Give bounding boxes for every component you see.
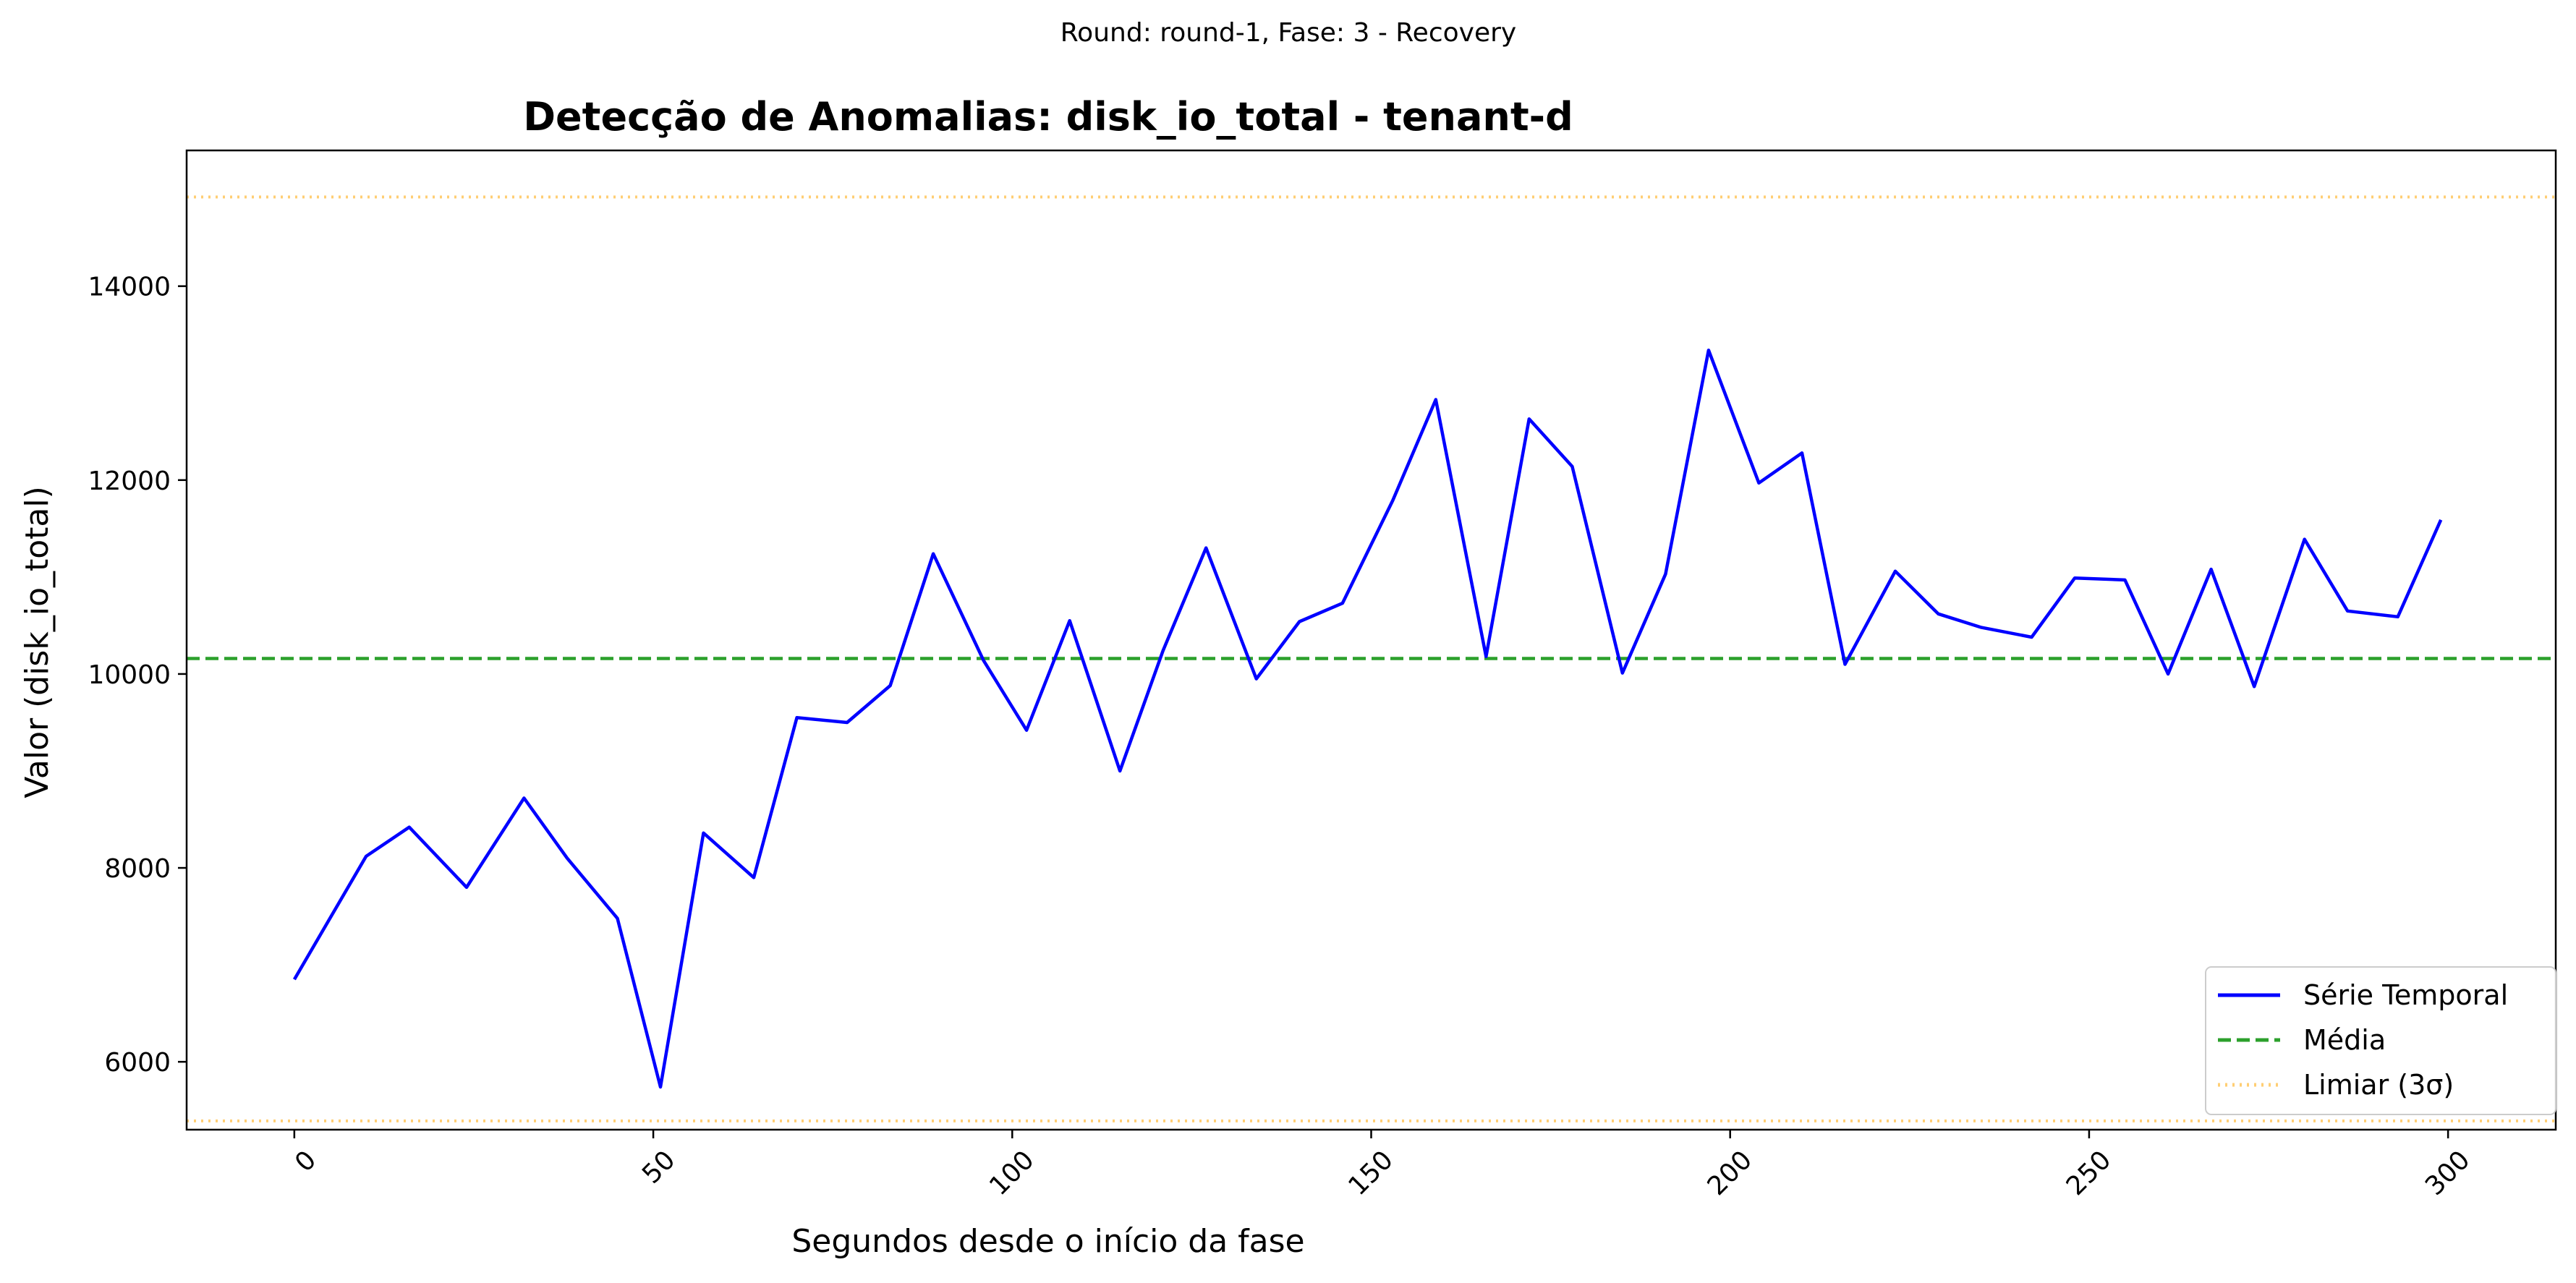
figure-suptitle: Round: round-1, Fase: 3 - Recovery xyxy=(1060,18,1516,48)
y-axis-label: Valor (disk_io_total) xyxy=(19,486,56,798)
plot-area xyxy=(185,149,2557,1131)
x-axis-label: Segundos desde o início da fase xyxy=(791,1223,1304,1260)
x-axis-ticks: 0 50 100 150 200 250 300 xyxy=(289,1130,2476,1201)
x-tick-label: 300 xyxy=(2420,1145,2476,1201)
legend: Série Temporal Média Limiar (3σ) xyxy=(2205,966,2556,1115)
legend-box xyxy=(2205,966,2556,1115)
x-tick-label: 100 xyxy=(984,1145,1040,1201)
chart-title: Detecção de Anomalias: disk_io_total - t… xyxy=(523,94,1573,140)
y-tick-label: 10000 xyxy=(88,660,171,690)
x-tick-label: 50 xyxy=(637,1145,681,1189)
x-tick-label: 150 xyxy=(1343,1145,1399,1201)
series-line-serie-temporal xyxy=(292,348,2443,1089)
legend-label-series: Série Temporal xyxy=(2303,979,2508,1011)
plot-frame xyxy=(185,149,2557,1131)
legend-label-threshold: Limiar (3σ) xyxy=(2303,1069,2454,1101)
x-tick-label: 250 xyxy=(2061,1145,2117,1201)
y-tick-label: 6000 xyxy=(104,1048,171,1078)
legend-label-mean: Média xyxy=(2303,1024,2386,1056)
x-tick-label: 0 xyxy=(289,1145,322,1177)
y-tick-label: 12000 xyxy=(88,466,171,496)
x-tick-label: 200 xyxy=(1702,1145,1759,1201)
y-tick-label: 14000 xyxy=(88,273,171,302)
y-axis-ticks: 6000 8000 10000 12000 14000 xyxy=(88,273,187,1078)
y-tick-label: 8000 xyxy=(104,854,171,884)
